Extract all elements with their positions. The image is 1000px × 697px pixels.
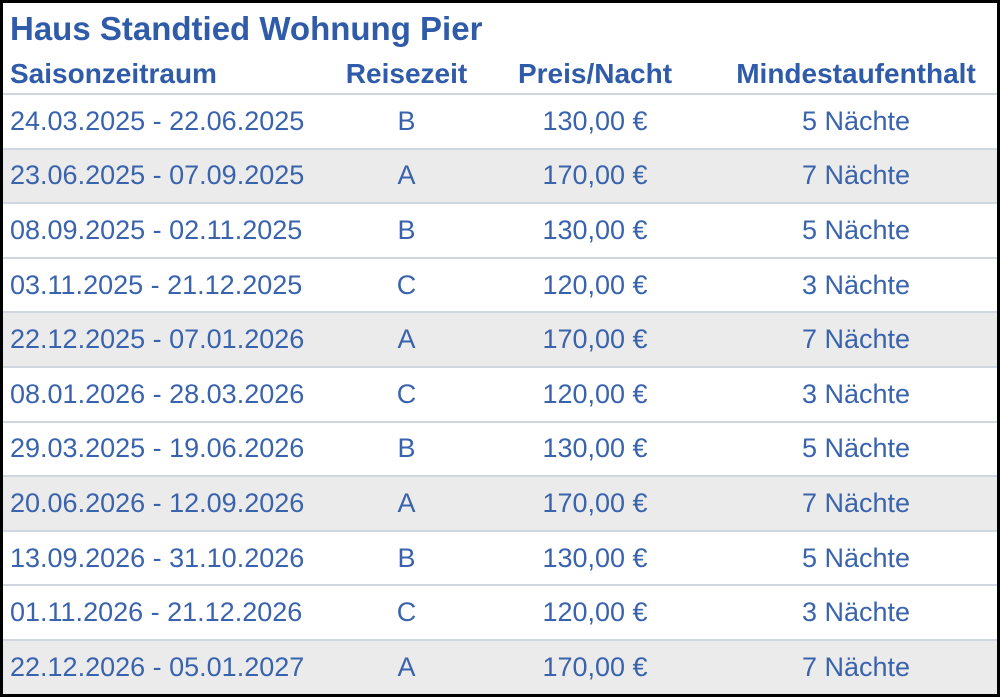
cell-reisezeit: C [396,597,417,628]
cell-reisezeit: B [397,542,416,573]
cell-saisonzeitraum: 22.12.2026 - 05.01.2027 [10,651,305,682]
table-row: 03.11.2025 - 21.12.2025 C 120,00 € 3 Näc… [3,256,997,312]
table-row: 22.12.2025 - 07.01.2026 A 170,00 € 7 Näc… [3,311,997,366]
cell-reisezeit: B [397,214,416,245]
cell-mindestaufenthalt: 5 Nächte [801,542,911,573]
cell-preis-nacht: 120,00 € [542,378,648,409]
table-row: 24.03.2025 - 22.06.2025 B 130,00 € 5 Näc… [3,93,997,148]
cell-reisezeit: B [397,433,416,464]
cell-saisonzeitraum: 22.12.2025 - 07.01.2026 [10,324,305,355]
cell-mindestaufenthalt: 5 Nächte [801,105,911,136]
table-header: Saisonzeitraum Reisezeit Preis/Nacht Min… [3,55,997,93]
column-header-saisonzeitraum: Saisonzeitraum [10,58,217,89]
cell-saisonzeitraum: 24.03.2025 - 22.06.2025 [10,105,305,136]
cell-saisonzeitraum: 03.11.2025 - 21.12.2025 [10,269,303,300]
cell-saisonzeitraum: 20.06.2026 - 12.09.2026 [10,487,305,518]
column-header-reisezeit: Reisezeit [345,58,468,89]
table-row: 20.06.2026 - 12.09.2026 A 170,00 € 7 Näc… [3,475,997,530]
cell-mindestaufenthalt: 3 Nächte [801,597,911,628]
column-header-mindestaufenthalt: Mindestaufenthalt [736,58,976,89]
cell-saisonzeitraum: 08.01.2026 - 28.03.2026 [10,378,305,409]
cell-preis-nacht: 130,00 € [542,433,648,464]
cell-mindestaufenthalt: 3 Nächte [801,378,911,409]
cell-reisezeit: C [396,378,417,409]
cell-saisonzeitraum: 08.09.2025 - 02.11.2025 [10,214,303,245]
cell-mindestaufenthalt: 7 Nächte [801,487,911,518]
cell-preis-nacht: 170,00 € [542,160,648,191]
cell-preis-nacht: 120,00 € [542,597,648,628]
table-row: 23.06.2025 - 07.09.2025 A 170,00 € 7 Näc… [3,147,997,203]
table-row: 08.09.2025 - 02.11.2025 B 130,00 € 5 Näc… [3,202,997,257]
cell-reisezeit: C [396,269,417,300]
cell-reisezeit: A [397,324,416,355]
cell-reisezeit: A [397,487,416,518]
table-row: 13.09.2026 - 31.10.2026 B 130,00 € 5 Näc… [3,529,997,585]
cell-preis-nacht: 170,00 € [542,487,648,518]
cell-reisezeit: B [397,105,416,136]
cell-preis-nacht: 130,00 € [542,542,648,573]
cell-preis-nacht: 130,00 € [542,214,648,245]
page-title: Haus Standtied Wohnung Pier [10,10,483,47]
table-body: 24.03.2025 - 22.06.2025 B 130,00 € 5 Näc… [3,93,997,694]
cell-preis-nacht: 120,00 € [542,269,648,300]
cell-mindestaufenthalt: 5 Nächte [801,433,911,464]
cell-saisonzeitraum: 01.11.2026 - 21.12.2026 [10,597,303,628]
cell-reisezeit: A [397,651,416,682]
cell-preis-nacht: 130,00 € [542,105,648,136]
table-row: 22.12.2026 - 05.01.2027 A 170,00 € 7 Näc… [3,638,997,694]
cell-mindestaufenthalt: 7 Nächte [801,324,911,355]
table-row: 29.03.2025 - 19.06.2026 B 130,00 € 5 Näc… [3,420,997,476]
cell-saisonzeitraum: 29.03.2025 - 19.06.2026 [10,433,305,464]
table-row: 08.01.2026 - 28.03.2026 C 120,00 € 3 Näc… [3,365,997,421]
cell-mindestaufenthalt: 7 Nächte [801,651,911,682]
cell-preis-nacht: 170,00 € [542,651,648,682]
cell-saisonzeitraum: 23.06.2025 - 07.09.2025 [10,160,305,191]
column-header-preis-nacht: Preis/Nacht [517,58,673,89]
cell-mindestaufenthalt: 3 Nächte [801,269,911,300]
table-row: 01.11.2026 - 21.12.2026 C 120,00 € 3 Näc… [3,584,997,639]
cell-reisezeit: A [397,160,416,191]
cell-preis-nacht: 170,00 € [542,324,648,355]
cell-saisonzeitraum: 13.09.2026 - 31.10.2026 [10,542,305,573]
cell-mindestaufenthalt: 7 Nächte [801,160,911,191]
cell-mindestaufenthalt: 5 Nächte [801,214,911,245]
